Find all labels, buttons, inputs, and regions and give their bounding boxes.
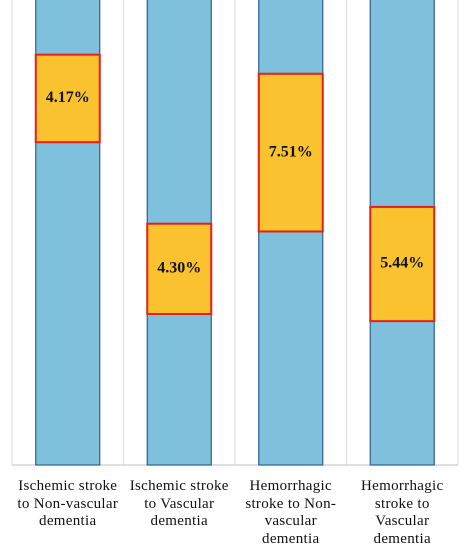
bar-segment <box>369 205 436 323</box>
x-tick-label: Hemorrhagic stroke to Non-vascular demen… <box>245 478 337 547</box>
value-label: 5.44% <box>380 255 424 272</box>
bar-segment <box>257 72 324 233</box>
bar-segment <box>258 0 324 466</box>
x-tick-label: Ischemic stroke to Non-vascular dementia <box>17 478 119 529</box>
x-tick-label: Hemorrhagic stroke to Vascular dementia <box>361 478 444 547</box>
value-label: 4.30% <box>157 260 201 277</box>
bar-segment <box>146 222 213 316</box>
x-tick-label: Ischemic stroke to Vascular dementia <box>129 478 229 529</box>
value-label: 4.17% <box>46 89 90 106</box>
bar-segment <box>34 53 101 144</box>
value-label: 7.51% <box>269 143 313 160</box>
